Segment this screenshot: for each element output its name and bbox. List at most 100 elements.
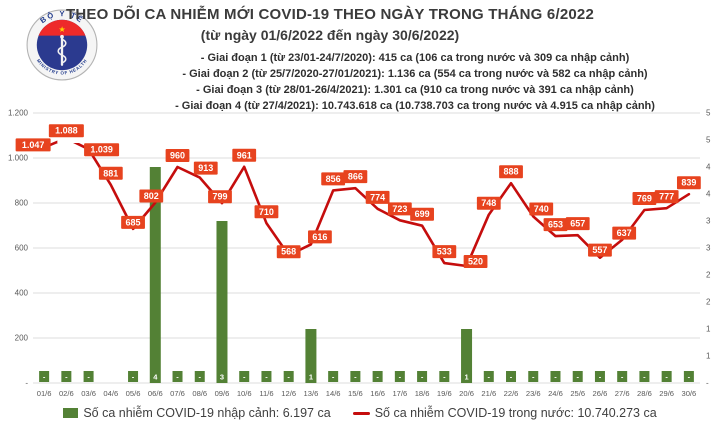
- x-tick-17/6: 17/6: [392, 389, 407, 398]
- x-tick-24/6: 24/6: [548, 389, 563, 398]
- svg-text:-: -: [132, 373, 135, 382]
- svg-text:-: -: [665, 373, 668, 382]
- svg-text:600: 600: [15, 244, 29, 253]
- svg-text:200: 200: [15, 334, 29, 343]
- bar-06/6: [149, 167, 161, 383]
- bar-13/6: [305, 329, 317, 383]
- stage-line-2: - Giai đoạn 2 (từ 25/7/2020-27/01/2021):…: [182, 68, 648, 80]
- line-series-swatch-icon: [352, 411, 370, 415]
- data-label-12/6: [276, 245, 301, 259]
- x-tick-01/6: 01/6: [37, 389, 52, 398]
- data-label-04/6: [98, 166, 123, 180]
- data-label-30/6: [676, 176, 701, 190]
- data-label-16/6: [365, 190, 390, 204]
- data-label-05/6: [121, 215, 145, 229]
- svg-text:-: -: [376, 373, 379, 382]
- data-label-01/6: [15, 138, 51, 152]
- svg-text:-: -: [510, 373, 513, 382]
- svg-text:-: -: [65, 373, 68, 382]
- svg-text:-: -: [599, 373, 602, 382]
- data-label-11/6: [254, 205, 279, 219]
- data-label-28/6: [632, 191, 657, 205]
- stage-summary-block: - Giai đoạn 1 (từ 23/01-24/7/2020): 415 …: [110, 50, 720, 114]
- svg-text:3: 3: [706, 217, 711, 226]
- bar-series: [149, 167, 473, 383]
- data-label-03/6: [84, 143, 120, 157]
- bar-base-labels: - - - - 4 - - 3 - - - 1 - - - - - - 1 - - - - - - - - - -: [39, 371, 694, 382]
- svg-text:-: -: [43, 373, 46, 382]
- svg-text:2: 2: [706, 271, 711, 280]
- data-label-22/6: [499, 165, 523, 179]
- data-label-18/6: [410, 207, 434, 221]
- data-label-06/6: [139, 189, 164, 203]
- svg-text:557: 557: [592, 245, 607, 255]
- svg-text:-: -: [87, 373, 90, 382]
- svg-text:-: -: [488, 373, 491, 382]
- svg-text:1: 1: [706, 352, 711, 361]
- data-label-27/6: [612, 226, 637, 240]
- stage-line-1: - Giai đoạn 1 (từ 23/01-24/7/2020): 415 …: [200, 52, 630, 64]
- svg-text:1.088: 1.088: [55, 126, 78, 136]
- data-label-13/6: [308, 230, 332, 244]
- chart-legend: Số ca nhiễm COVID-19 nhập cảnh: 6.197 ca…: [0, 406, 720, 420]
- svg-text:774: 774: [370, 192, 385, 202]
- data-label-24/6: [543, 218, 568, 232]
- x-tick-22/6: 22/6: [504, 389, 519, 398]
- data-label-23/6: [529, 202, 554, 216]
- x-tick-25/6: 25/6: [570, 389, 585, 398]
- bar-20/6: [461, 329, 473, 383]
- x-tick-13/6: 13/6: [304, 389, 319, 398]
- svg-text:-: -: [287, 373, 290, 382]
- x-tick-30/6: 30/6: [681, 389, 696, 398]
- svg-text:723: 723: [392, 204, 407, 214]
- x-tick-18/6: 18/6: [415, 389, 430, 398]
- stage-line-4: - Giai đoạn 4 (từ 27/4/2021): 10.743.618…: [175, 100, 655, 112]
- x-tick-10/6: 10/6: [237, 389, 252, 398]
- x-tick-15/6: 15/6: [348, 389, 363, 398]
- svg-text:800: 800: [15, 199, 29, 208]
- data-label-29/6: [654, 190, 679, 204]
- svg-text:4: 4: [706, 163, 711, 172]
- x-tick-21/6: 21/6: [481, 389, 496, 398]
- svg-text:888: 888: [504, 167, 519, 177]
- legend-label-imported: Số ca nhiễm COVID-19 nhập cảnh: 6.197 ca: [83, 406, 331, 420]
- svg-text:961: 961: [237, 150, 252, 160]
- svg-text:3: 3: [220, 373, 224, 382]
- svg-text:839: 839: [681, 178, 696, 188]
- svg-text:1.200: 1.200: [8, 109, 29, 118]
- x-tick-11/6: 11/6: [259, 389, 273, 398]
- svg-text:657: 657: [570, 219, 585, 229]
- data-label-26/6: [588, 243, 612, 257]
- svg-text:4: 4: [153, 373, 158, 382]
- svg-text:653: 653: [548, 220, 563, 230]
- star-icon: ★: [58, 25, 65, 34]
- legend-label-domestic: Số ca nhiễm COVID-19 trong nước: 10.740.…: [374, 406, 657, 420]
- svg-text:1.047: 1.047: [22, 140, 45, 150]
- line-data-labels: 1.047 1.088 1.039 881 685 802 960 913 799 961 710 5…: [15, 124, 701, 268]
- svg-text:533: 533: [437, 247, 452, 257]
- page-title: THEO DÕI CA NHIỄM MỚI COVID-19 THEO NGÀY…: [66, 6, 594, 23]
- x-tick-03/6: 03/6: [81, 389, 96, 398]
- svg-text:3: 3: [706, 244, 711, 253]
- svg-text:-: -: [199, 373, 202, 382]
- x-tick-23/6: 23/6: [526, 389, 541, 398]
- x-tick-16/6: 16/6: [370, 389, 385, 398]
- svg-text:856: 856: [326, 174, 341, 184]
- svg-text:-: -: [532, 373, 535, 382]
- data-label-19/6: [432, 245, 457, 259]
- svg-text:-: -: [25, 379, 28, 388]
- data-label-25/6: [565, 217, 590, 231]
- data-label-17/6: [387, 202, 412, 216]
- svg-text:-: -: [399, 373, 402, 382]
- legend-item-domestic: Số ca nhiễm COVID-19 trong nước: 10.740.…: [352, 406, 657, 420]
- svg-text:960: 960: [170, 151, 185, 161]
- svg-text:-: -: [621, 373, 624, 382]
- x-axis-labels: 01/6 02/6 03/6 04/6 05/6 06/6 07/6 08/6 09/6 10/6…: [37, 389, 697, 398]
- svg-text:568: 568: [281, 247, 296, 257]
- svg-text:-: -: [443, 373, 446, 382]
- stage-line-3: - Giai đoạn 3 (từ 28/01-26/4/2021): 1.30…: [196, 84, 634, 96]
- svg-text:1: 1: [706, 325, 711, 334]
- svg-text:913: 913: [198, 163, 213, 173]
- data-label-09/6: [208, 190, 232, 204]
